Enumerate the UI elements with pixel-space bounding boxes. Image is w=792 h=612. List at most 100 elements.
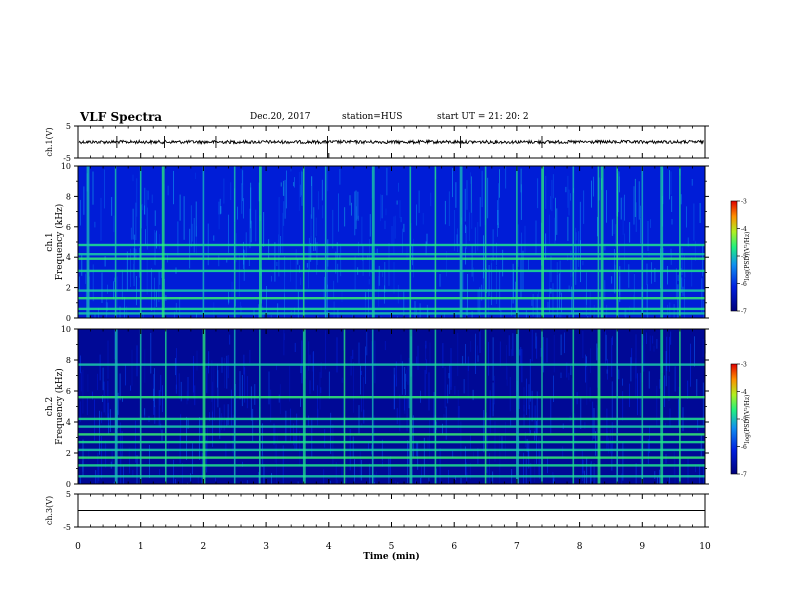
y-tick-label: 2: [66, 449, 71, 458]
spectrogram-noise: [79, 166, 706, 318]
emission-line: [78, 307, 705, 311]
emission-line: [78, 297, 705, 300]
vertical-burst: [259, 166, 262, 318]
x-tick-label: 3: [263, 542, 269, 552]
y-tick-label: 4: [66, 418, 71, 427]
vertical-burst: [600, 166, 604, 318]
vertical-burst: [434, 329, 437, 484]
emission-line: [78, 253, 705, 256]
colorbar-tick-label: -4: [741, 226, 747, 233]
emission-line: [78, 257, 705, 260]
y-tick-label: 4: [66, 253, 71, 262]
vertical-burst: [660, 329, 664, 484]
y-tick-label: 6: [66, 223, 71, 232]
emission-line: [78, 243, 705, 247]
emission-line: [78, 396, 705, 399]
y-tick-label: -5: [63, 523, 71, 532]
vertical-burst: [324, 166, 327, 318]
x-tick-label: 5: [389, 542, 395, 552]
spectrogram-background: [78, 329, 705, 484]
x-tick-label: 8: [577, 542, 583, 552]
y-axis-label: Frequency (kHz): [54, 368, 65, 445]
y-tick-label: 10: [61, 325, 71, 334]
vertical-burst: [139, 166, 142, 318]
vertical-burst: [484, 166, 487, 318]
colorbar-tick-label: -4: [741, 389, 747, 396]
vertical-burst: [572, 329, 575, 484]
vertical-burst: [409, 329, 413, 484]
emission-line: [78, 440, 705, 444]
vertical-burst: [541, 329, 543, 484]
y-axis-label: ch.2: [45, 397, 55, 416]
spectrogram-background: [78, 166, 705, 318]
vertical-burst: [343, 329, 346, 484]
colorbar-tick-label: -3: [741, 362, 747, 369]
colorbar: [730, 363, 738, 475]
vertical-burst: [161, 166, 165, 318]
vertical-burst: [516, 166, 518, 318]
y-tick-label: 10: [61, 162, 71, 171]
y-tick-label: 8: [66, 192, 71, 201]
vertical-burst: [202, 166, 205, 318]
y-tick-label: 0: [66, 314, 71, 323]
vertical-burst: [371, 329, 374, 484]
vertical-burst: [302, 166, 305, 318]
emission-line: [78, 456, 705, 459]
y-axis-label: ch.1(V): [45, 127, 54, 156]
colorbar-label: log(PSD)(V²/Hz): [744, 232, 751, 281]
x-tick-label: 6: [451, 542, 457, 552]
y-tick-label: 2: [66, 284, 71, 293]
y-tick-label: 8: [66, 356, 71, 365]
emission-line: [78, 433, 705, 436]
colorbar-label: log(PSD)(V²/Hz): [744, 395, 751, 444]
vertical-burst: [86, 166, 90, 318]
y-tick-label: -5: [63, 154, 71, 163]
vertical-burst: [597, 329, 601, 484]
emission-line: [78, 289, 705, 292]
vertical-burst: [302, 329, 306, 484]
y-tick-label: 5: [66, 490, 71, 499]
x-tick-label: 1: [138, 542, 144, 552]
vertical-burst: [616, 166, 618, 318]
vertical-burst: [597, 166, 600, 318]
x-axis-label: Time (min): [363, 551, 420, 562]
y-tick-label: 5: [66, 122, 71, 131]
vertical-burst: [616, 329, 618, 484]
figure-title: VLF Spectra: [80, 110, 163, 124]
emission-line: [78, 417, 705, 421]
vertical-burst: [114, 166, 117, 318]
x-tick-label: 0: [75, 542, 81, 552]
emission-line: [78, 425, 705, 428]
emission-line: [78, 269, 705, 273]
y-axis-label: Frequency (kHz): [54, 204, 65, 281]
vertical-burst: [233, 329, 236, 484]
emission-line: [78, 475, 705, 478]
y-axis-label: ch.1: [45, 232, 55, 251]
vertical-burst: [371, 166, 375, 318]
vertical-burst: [139, 329, 142, 484]
emission-line: [78, 448, 705, 452]
vertical-burst: [114, 329, 118, 484]
vertical-burst: [202, 329, 206, 484]
start-ut-label: start UT = 21: 20: 2: [437, 112, 529, 122]
vertical-burst: [541, 166, 544, 318]
emission-line: [78, 363, 705, 366]
vertical-burst: [259, 329, 261, 484]
vertical-burst: [572, 166, 575, 318]
vertical-burst: [679, 329, 681, 484]
colorbar-tick-label: -3: [741, 199, 747, 206]
y-tick-label: 6: [66, 387, 71, 396]
x-tick-label: 4: [326, 542, 332, 552]
colorbar-tick-label: -5: [741, 417, 747, 424]
y-axis-label: ch.3(V): [45, 496, 54, 525]
vertical-burst: [679, 166, 681, 318]
vertical-burst: [409, 166, 412, 318]
vertical-burst: [660, 166, 664, 318]
x-tick-label: 2: [201, 542, 207, 552]
y-tick-label: 0: [66, 480, 71, 489]
vertical-burst: [459, 166, 463, 318]
colorbar-tick-label: -6: [741, 444, 747, 451]
colorbar-tick-label: -5: [741, 254, 747, 261]
x-tick-label: 7: [514, 542, 520, 552]
